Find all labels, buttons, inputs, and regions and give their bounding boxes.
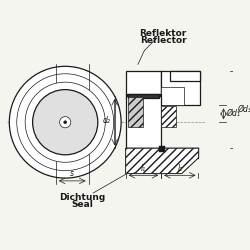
Polygon shape bbox=[126, 148, 198, 174]
Circle shape bbox=[25, 82, 105, 162]
Text: d₂: d₂ bbox=[103, 116, 111, 125]
Bar bbox=[128, 97, 142, 127]
Circle shape bbox=[64, 121, 66, 124]
Polygon shape bbox=[126, 148, 198, 174]
Bar bbox=[170, 71, 200, 81]
Circle shape bbox=[60, 116, 71, 128]
Bar bbox=[126, 71, 161, 96]
Bar bbox=[126, 94, 161, 96]
Text: Seal: Seal bbox=[71, 200, 93, 209]
Bar bbox=[159, 146, 165, 152]
Bar bbox=[128, 94, 159, 98]
Circle shape bbox=[32, 90, 98, 155]
Text: Dichtung: Dichtung bbox=[59, 193, 105, 202]
Circle shape bbox=[9, 66, 121, 178]
Text: l₂: l₂ bbox=[177, 164, 182, 172]
Bar bbox=[126, 96, 161, 148]
Bar bbox=[161, 87, 184, 106]
Text: s: s bbox=[70, 169, 74, 178]
Text: Reflektor: Reflektor bbox=[140, 29, 187, 38]
Bar bbox=[161, 71, 200, 106]
Text: Ød₃: Ød₃ bbox=[238, 105, 250, 114]
Text: Ød₁: Ød₁ bbox=[226, 109, 240, 118]
Text: Reflector: Reflector bbox=[140, 36, 186, 46]
Text: l₁: l₁ bbox=[141, 164, 146, 172]
Bar bbox=[161, 106, 176, 127]
